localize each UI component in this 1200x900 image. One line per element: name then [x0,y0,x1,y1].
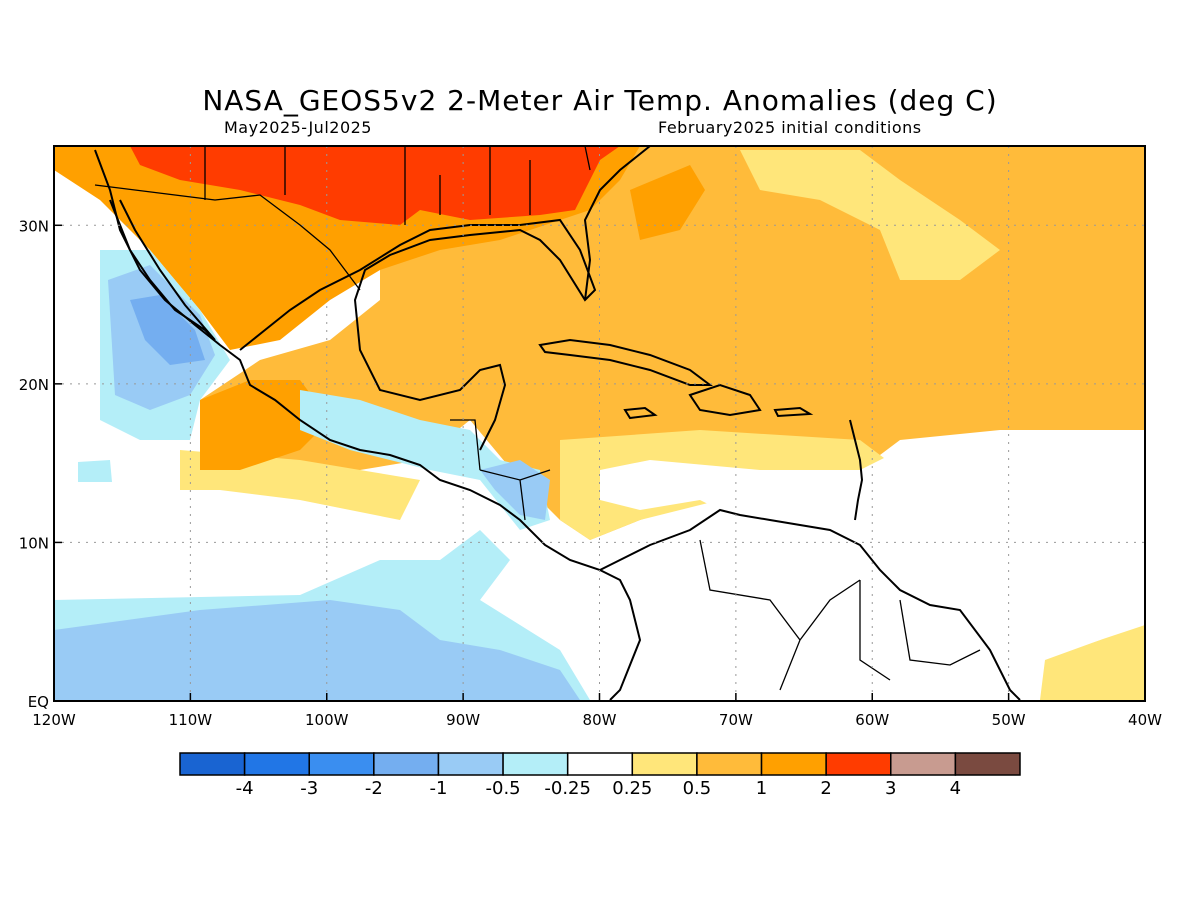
colorbar-swatch [631,752,698,776]
lon-tick-label: 90W [446,711,480,729]
lat-tick-label: 20N [19,376,49,394]
colorbar-label: 1 [756,778,767,799]
colorbar-swatch [373,752,440,776]
lon-tick-label: 120W [32,711,76,729]
neutral-region [600,430,1145,700]
colorbar-swatch [954,752,1021,776]
colorbar-label: 2 [820,778,831,799]
colorbar-label: 4 [950,778,961,799]
lat-tick-label: EQ [28,693,49,711]
cool-anomaly-region [130,295,205,365]
colorbar-label: -0.5 [486,778,521,799]
borders [94,146,981,691]
colorbar-swatch [179,752,246,776]
mexico-pacific-coast [94,149,642,701]
us-mexico-border [94,184,361,291]
colorbar-label: 0.5 [683,778,712,799]
colorbar-swatch [437,752,504,776]
colorbar-swatch [308,752,375,776]
us-state-borders [204,146,591,225]
map-title: NASA_GEOS5v2 2-Meter Air Temp. Anomalies… [202,84,998,117]
slight-warm-region [740,150,1000,280]
south-america-north-coast [599,508,1021,701]
colorbar-label: -3 [300,778,318,799]
lon-tick-label: 40W [1128,711,1162,729]
strong-warm-region [130,146,620,225]
colorbar-label: 3 [885,778,896,799]
cool-anomaly-region [300,390,550,530]
south-america-borders [699,539,981,691]
slight-warm-region [1040,625,1145,700]
colorbar-label: 0.25 [612,778,652,799]
colorbar-label: -1 [429,778,447,799]
colorbar-label: -4 [236,778,254,799]
initial-conditions-subtitle: February2025 initial conditions [658,118,922,137]
anomaly-shading [54,146,1145,700]
colorbar-swatch [890,752,957,776]
cuba [538,338,713,386]
lat-tick-label: 30N [19,217,49,235]
colorbar: -4 -3 -2 -1 -0.5 -0.25 0.25 0.5 1 2 3 4 [179,752,1021,799]
warm-anomaly-region [200,380,330,470]
colorbar-swatch [502,752,569,776]
puerto-rico [773,406,814,418]
colorbar-swatch [696,752,763,776]
jamaica [623,406,658,420]
colorbar-swatch [825,752,892,776]
gridlines [54,146,1145,701]
baja-peninsula [109,199,216,341]
lon-tick-label: 110W [169,711,213,729]
period-subtitle: May2025-Jul2025 [224,118,372,137]
colorbar-label: -0.25 [544,778,591,799]
colorbar-label: -2 [365,778,383,799]
hispaniola [688,383,762,417]
colorbar-swatch [566,752,634,776]
lon-tick-label: 50W [992,711,1026,729]
lon-tick-label: 70W [719,711,753,729]
lat-tick-label: 10N [19,534,49,552]
lon-tick-label: 80W [583,711,617,729]
colorbar-swatch [243,752,310,776]
warm-anomaly-region [630,165,705,240]
cool-anomaly-region [54,600,580,700]
colorbar-swatch [760,752,827,776]
lon-tick-label: 100W [305,711,349,729]
us-atlantic-coast [583,146,651,301]
lesser-antilles [849,419,864,521]
cool-anomaly-region [78,460,112,482]
axis-ticks: 120W 110W 100W 90W 80W 70W 60W 50W 40W EQ 10N 20N 30… [19,217,1162,729]
lon-tick-label: 60W [855,711,889,729]
central-america-borders [450,419,551,521]
